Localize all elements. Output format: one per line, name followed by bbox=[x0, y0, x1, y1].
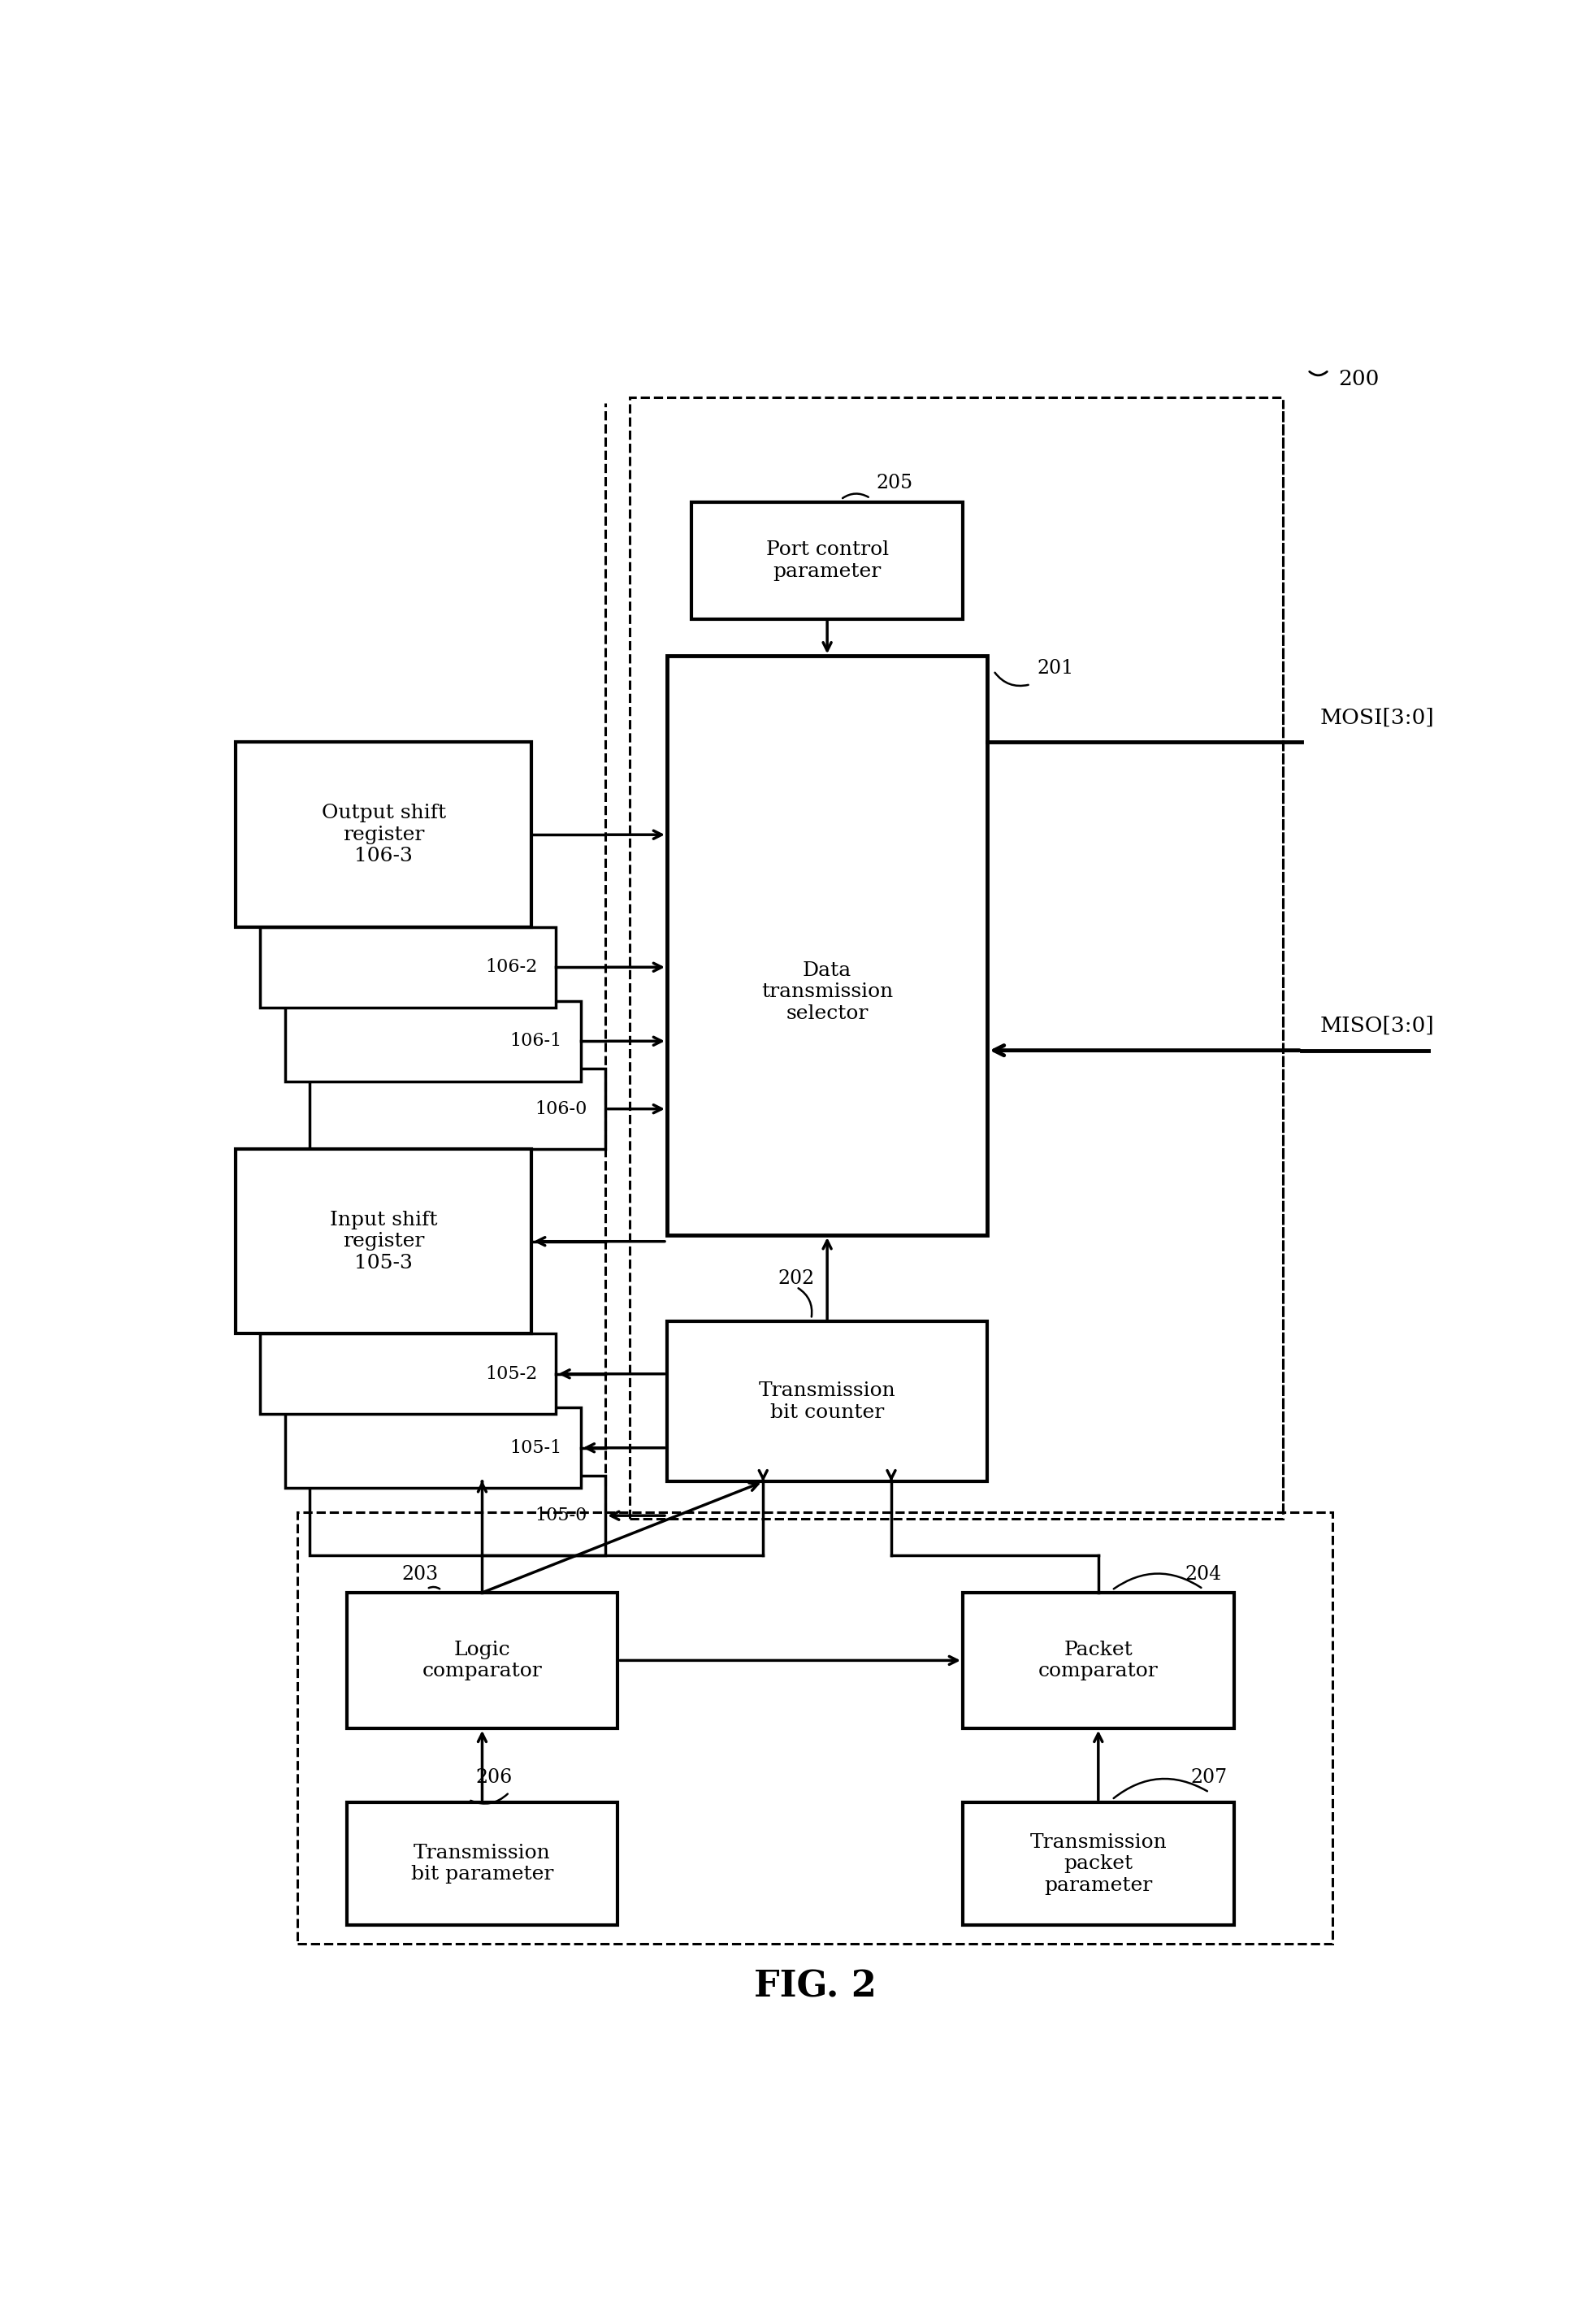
Text: 201: 201 bbox=[1037, 660, 1073, 679]
Bar bbox=[630, 397, 1283, 1518]
Bar bbox=[261, 1334, 557, 1413]
Text: FIG. 2: FIG. 2 bbox=[754, 1968, 876, 2006]
Text: Output shift
register
106-3: Output shift register 106-3 bbox=[321, 804, 445, 865]
Text: 106-2: 106-2 bbox=[485, 957, 537, 976]
Bar bbox=[310, 1476, 606, 1555]
Bar bbox=[962, 1801, 1234, 1924]
Text: Packet
comparator: Packet comparator bbox=[1038, 1641, 1158, 1680]
Bar bbox=[285, 1408, 580, 1487]
Text: Transmission
bit parameter: Transmission bit parameter bbox=[410, 1843, 553, 1885]
Text: MOSI[3:0]: MOSI[3:0] bbox=[1320, 706, 1434, 727]
Bar bbox=[692, 502, 962, 618]
Bar bbox=[285, 1002, 580, 1081]
Text: Port control
parameter: Port control parameter bbox=[766, 541, 889, 581]
Text: Transmission
packet
parameter: Transmission packet parameter bbox=[1030, 1834, 1167, 1894]
Bar bbox=[261, 927, 557, 1006]
Text: 205: 205 bbox=[876, 474, 913, 493]
Bar bbox=[668, 655, 987, 1236]
Text: Input shift
register
105-3: Input shift register 105-3 bbox=[329, 1211, 437, 1271]
Text: 204: 204 bbox=[1185, 1564, 1221, 1583]
Text: Logic
comparator: Logic comparator bbox=[423, 1641, 542, 1680]
Bar bbox=[235, 1148, 531, 1334]
Text: 206: 206 bbox=[475, 1769, 512, 1787]
Text: MISO[3:0]: MISO[3:0] bbox=[1320, 1016, 1434, 1037]
Text: 200: 200 bbox=[1339, 370, 1380, 388]
Bar bbox=[347, 1801, 617, 1924]
Bar bbox=[962, 1592, 1234, 1729]
Bar bbox=[668, 1322, 987, 1483]
Bar bbox=[310, 1069, 606, 1148]
Bar bbox=[347, 1592, 617, 1729]
Text: 105-0: 105-0 bbox=[534, 1506, 587, 1525]
Text: 207: 207 bbox=[1191, 1769, 1227, 1787]
Text: 105-1: 105-1 bbox=[510, 1439, 563, 1457]
Text: 202: 202 bbox=[778, 1269, 814, 1287]
Text: Data
transmission
selector: Data transmission selector bbox=[762, 962, 894, 1023]
Text: 105-2: 105-2 bbox=[485, 1364, 537, 1383]
Bar bbox=[235, 741, 531, 927]
Text: 106-1: 106-1 bbox=[510, 1032, 563, 1050]
Text: 106-0: 106-0 bbox=[534, 1099, 587, 1118]
Text: Transmission
bit counter: Transmission bit counter bbox=[758, 1380, 895, 1422]
Bar bbox=[297, 1513, 1332, 1943]
Text: 203: 203 bbox=[402, 1564, 439, 1583]
